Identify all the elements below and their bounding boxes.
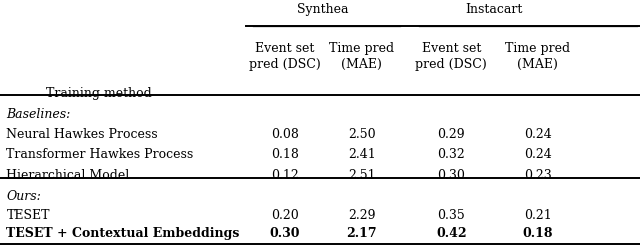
Text: 2.51: 2.51 (348, 169, 376, 182)
Text: Synthea: Synthea (298, 3, 349, 16)
Text: TESET: TESET (6, 209, 50, 222)
Text: Neural Hawkes Process: Neural Hawkes Process (6, 128, 158, 140)
Text: 0.30: 0.30 (437, 169, 465, 182)
Text: 2.17: 2.17 (346, 227, 377, 240)
Text: Time pred
(MAE): Time pred (MAE) (505, 42, 570, 71)
Text: 2.41: 2.41 (348, 149, 376, 161)
Text: Transformer Hawkes Process: Transformer Hawkes Process (6, 149, 194, 161)
Text: 0.20: 0.20 (271, 209, 299, 222)
Text: Baselines:: Baselines: (6, 108, 71, 121)
Text: TESET + Contextual Embeddings: TESET + Contextual Embeddings (6, 227, 240, 240)
Text: 0.08: 0.08 (271, 128, 299, 140)
Text: Event set
pred (DSC): Event set pred (DSC) (249, 42, 321, 71)
Text: Ours:: Ours: (6, 190, 41, 203)
Text: 0.42: 0.42 (436, 227, 467, 240)
Text: 0.24: 0.24 (524, 149, 552, 161)
Text: 0.29: 0.29 (437, 128, 465, 140)
Text: Hierarchical Model: Hierarchical Model (6, 169, 130, 182)
Text: 2.50: 2.50 (348, 128, 376, 140)
Text: 0.35: 0.35 (437, 209, 465, 222)
Text: 0.18: 0.18 (271, 149, 299, 161)
Text: Time pred
(MAE): Time pred (MAE) (329, 42, 394, 71)
Text: Instacart: Instacart (465, 3, 523, 16)
Text: 0.12: 0.12 (271, 169, 299, 182)
Text: 0.24: 0.24 (524, 128, 552, 140)
Text: Training method: Training method (46, 87, 152, 100)
Text: 0.23: 0.23 (524, 169, 552, 182)
Text: 0.18: 0.18 (522, 227, 553, 240)
Text: 0.21: 0.21 (524, 209, 552, 222)
Text: 2.29: 2.29 (348, 209, 375, 222)
Text: Event set
pred (DSC): Event set pred (DSC) (415, 42, 487, 71)
Text: 0.32: 0.32 (437, 149, 465, 161)
Text: 0.30: 0.30 (269, 227, 300, 240)
